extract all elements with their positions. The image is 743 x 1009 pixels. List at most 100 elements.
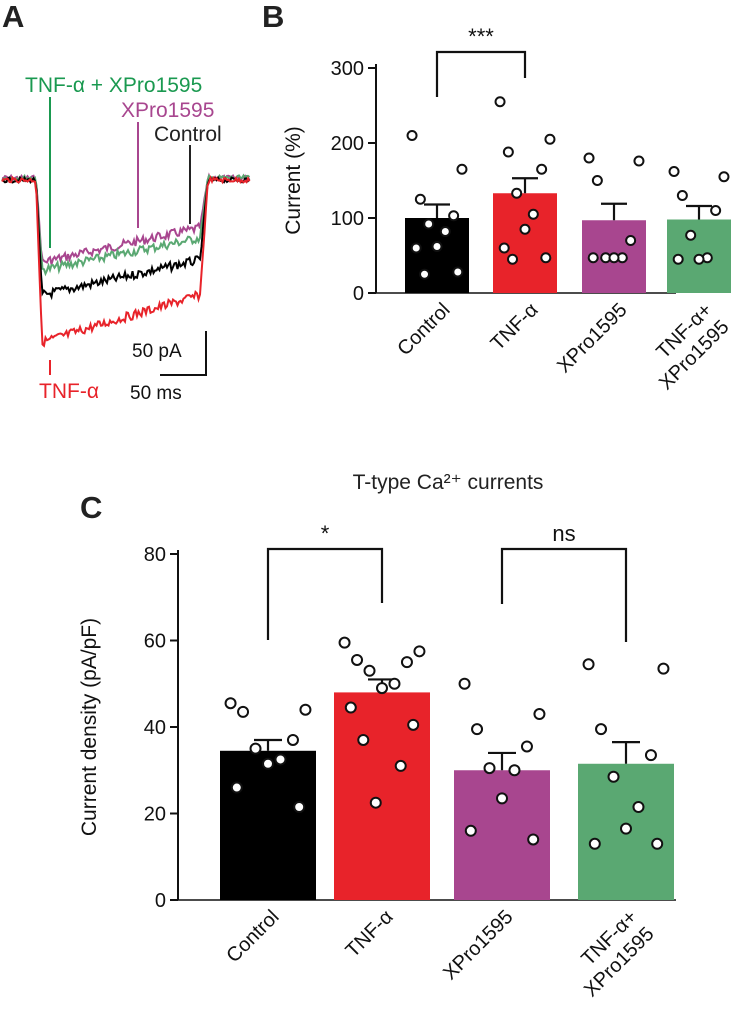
trace-label-tnf-xpro: TNF-α + XPro1595 [25,74,202,97]
chart-c-data-point [249,742,262,755]
chart-b-data-point [511,187,523,199]
scale-label-current: 50 pA [132,341,182,362]
chart-c-data-point [224,697,237,710]
chart-b-data-point [507,253,519,265]
panel-letter-c: C [80,490,102,525]
chart-b-data-point [668,166,680,177]
trace-label-control: Control [154,123,222,146]
chart-b-data-point [527,208,539,220]
chart-c-data-point [413,645,426,658]
chart-b-data-point [625,235,637,246]
chart-b-y-tick-label: 0 [353,283,364,305]
chart-c-data-point [527,833,540,846]
chart-c-significance-bracket-1 [500,547,628,642]
chart-b-y-tick-label: 200 [331,133,364,155]
chart-b-data-point [718,171,730,183]
chart-b-data-point [587,252,599,264]
chart-c-data-point [274,753,287,766]
chart-c-data-point [657,662,670,675]
scale-label-time: 50 ms [130,383,182,404]
chart-b-data-point [544,133,556,145]
chart-b-data-point [536,163,548,175]
chart-c-data-point [286,733,299,746]
chart-c-data-point [237,705,250,718]
chart-b-data-point [498,242,510,254]
chart-c-category-label-0: Control [222,906,283,967]
chart-b-data-point [519,223,531,235]
chart-c-data-point [632,801,645,814]
chart-c-data-point [344,701,357,714]
chart-c-data-point [338,636,351,649]
chart-b-significance-bracket-0 [435,50,527,97]
panel-a-traces: TNF-α + XPro1595 XPro1595 Control TNF-α … [1,74,251,404]
panel-letter-a: A [2,0,24,34]
chart-c-data-point [376,682,388,695]
panel-letter-b: B [262,0,284,34]
chart-c-data-point [651,837,664,850]
chart-c-data-point [483,762,496,775]
chart-b-data-point [693,253,705,265]
chart-c-data-point [458,677,471,690]
chart-b-data-point [540,252,552,264]
chart-c-data-point [363,664,376,677]
chart-c-data-point [496,792,508,805]
chart-b-significance-label-0: *** [468,24,494,49]
chart-c-data-point [388,677,401,690]
chart-b-data-point [672,253,684,265]
chart-c-data-point [299,703,312,716]
trace-tnf [1,175,251,348]
chart-b-data-point [591,175,603,186]
chart-b-data-point [439,226,451,237]
chart-c-y-axis-label: Current density (pA/pF) [78,618,101,836]
chart-c-significance-bracket-0 [266,547,384,640]
chart-b-y-tick-label: 100 [331,208,364,230]
chart-b-data-point [685,229,697,241]
chart-c-category-label-3: TNF-α+XPro1595 [563,906,658,1001]
trace-tnf-xpro [1,173,251,277]
chart-c-data-point [520,740,533,753]
chart-b-category-label-1: TNF-α [487,299,543,355]
chart-c-title: T-type Ca²⁺ currents [353,471,544,494]
chart-c-data-point [230,781,243,794]
chart-b-data-point [633,155,645,167]
trace-label-tnf: TNF-α [39,380,99,403]
chart-c-significance-label-1: ns [552,521,575,546]
chart-b-data-point [676,190,688,201]
chart-c-y-tick-label: 40 [144,717,166,739]
chart-c-category-label-1: TNF-α [342,906,398,962]
chart-b-bar-0 [405,218,469,293]
chart-c-data-point [533,708,546,721]
chart-b-category-label-0: Control [393,299,454,360]
chart-c-data-point [400,656,413,669]
chart-b-data-point [414,193,426,205]
chart-b: 0 100 200 300 Current (%) Control TNF-α XPro159… [282,24,734,394]
chart-c-data-point [407,718,420,731]
chart-c-data-point [357,733,370,746]
chart-b-y-axis-label: Current (%) [282,126,305,235]
chart-c-data-point [588,837,601,850]
chart-b-y-tick-label: 300 [331,58,364,80]
chart-c-data-point [394,759,407,772]
chart-c-significance-label-0: * [321,521,330,546]
chart-c: 0 20 40 60 80 Current density (pA/pF) Control T… [78,521,676,1001]
chart-b-data-point [456,163,468,175]
chart-b-data-point [494,96,506,108]
chart-b-category-label-3: TNF-α+XPro1595 [638,299,733,394]
chart-b-data-point [431,241,443,252]
chart-b-data-point [419,268,431,280]
chart-c-bar-0 [220,750,316,900]
chart-b-data-point [410,242,422,254]
chart-b-data-point [608,252,620,264]
chart-c-data-point [471,723,484,736]
chart-c-data-point [582,658,595,671]
chart-c-data-point [293,801,306,814]
chart-b-data-point [710,205,722,216]
chart-b-category-label-2: XPro1595 [553,299,631,377]
chart-b-data-point [423,218,435,230]
chart-c-data-point [508,764,521,777]
chart-c-data-point [464,824,477,837]
chart-c-data-point [644,749,657,762]
chart-c-y-tick-label: 20 [144,804,166,826]
chart-c-data-point [607,770,620,783]
